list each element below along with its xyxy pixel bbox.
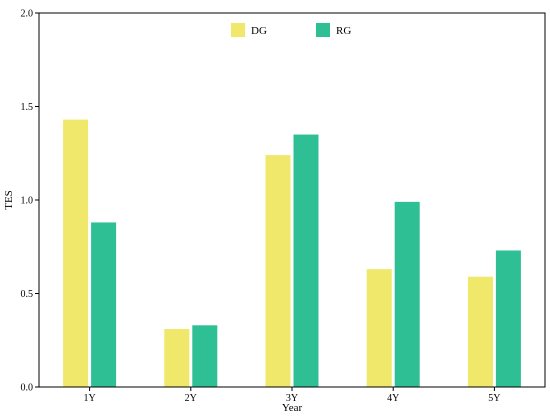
bar-rg-3y xyxy=(293,134,319,387)
legend-swatch-dg xyxy=(231,23,245,37)
bar-dg-3y xyxy=(265,155,291,387)
bar-rg-1y xyxy=(91,222,117,387)
y-tick-label: 1.5 xyxy=(21,102,34,113)
bar-dg-5y xyxy=(467,276,493,387)
x-tick-label: 5Y xyxy=(488,393,500,404)
bar-rg-5y xyxy=(495,250,521,387)
x-axis-ticks: 1Y 2Y 3Y 4Y 5Y xyxy=(83,387,501,404)
bar-dg-1y xyxy=(63,119,89,387)
y-tick-label: 0.0 xyxy=(21,383,34,394)
bar-rg-4y xyxy=(394,201,420,387)
y-tick-label: 1.0 xyxy=(21,196,34,207)
y-tick-label: 2.0 xyxy=(21,9,34,20)
legend-label-rg: RG xyxy=(336,25,351,37)
bar-dg-4y xyxy=(366,269,392,387)
x-tick-label: 1Y xyxy=(83,393,95,404)
x-tick-label: 3Y xyxy=(286,393,298,404)
legend-swatch-rg xyxy=(316,23,330,37)
bars xyxy=(63,119,521,387)
x-tick-label: 2Y xyxy=(185,393,197,404)
bar-dg-2y xyxy=(164,329,190,387)
x-axis-label: Year xyxy=(282,402,303,414)
y-tick-label: 0.5 xyxy=(21,289,34,300)
plot-frame xyxy=(38,12,546,388)
y-axis-ticks: 0.0 0.5 1.0 1.5 2.0 xyxy=(21,9,39,394)
bar-rg-2y xyxy=(192,325,218,387)
legend: DG RG xyxy=(231,23,351,37)
legend-label-dg: DG xyxy=(251,25,267,37)
x-tick-label: 4Y xyxy=(387,393,399,404)
y-axis-label: TES xyxy=(3,190,15,210)
